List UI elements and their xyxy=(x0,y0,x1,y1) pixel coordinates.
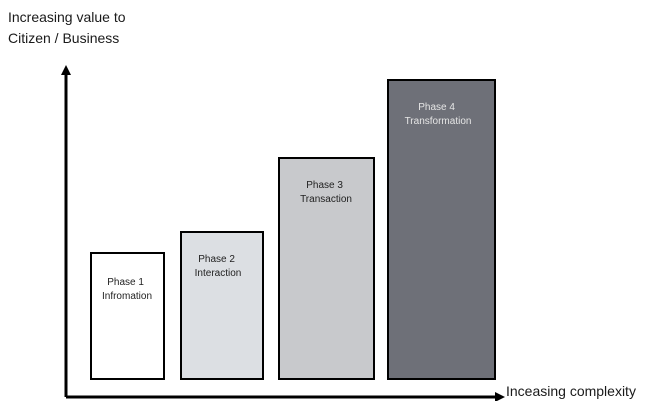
phase-3-label: Phase 3 Transaction xyxy=(300,180,352,205)
phase-3-block: Phase 3 Transaction xyxy=(278,157,375,380)
y-axis-label-line-1: Increasing value to xyxy=(8,9,126,25)
phase-4-title: Phase 4 xyxy=(418,102,455,113)
phase-1-label: Phase 1 Infromation xyxy=(102,277,152,302)
phase-3-title: Phase 3 xyxy=(306,180,343,191)
phase-1-rect xyxy=(90,252,165,380)
phase-3-rect xyxy=(278,157,375,380)
phase-4-block: Phase 4 Transformation xyxy=(387,79,496,380)
phase-2-label: Phase 2 Interaction xyxy=(195,254,242,279)
x-axis-label: Inceasing complexity xyxy=(506,383,636,399)
phase-3-name: Transaction xyxy=(300,194,352,205)
phase-2-title: Phase 2 xyxy=(198,254,235,265)
phase-4-label: Phase 4 Transformation xyxy=(405,102,472,127)
y-axis-label-line-2: Citizen / Business xyxy=(8,30,119,46)
phase-1-title: Phase 1 xyxy=(107,277,144,288)
phase-4-rect xyxy=(387,79,496,380)
phase-1-name: Infromation xyxy=(102,291,152,302)
phase-4-name: Transformation xyxy=(405,116,472,127)
phase-2-block: Phase 2 Interaction xyxy=(180,231,264,380)
phase-2-name: Interaction xyxy=(195,268,242,279)
phase-2-rect xyxy=(180,231,264,380)
phase-1-block: Phase 1 Infromation xyxy=(90,252,165,380)
y-axis-label: Increasing value to Citizen / Business xyxy=(8,9,129,46)
